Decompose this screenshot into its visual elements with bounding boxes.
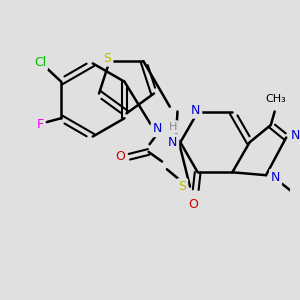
Text: N: N: [153, 122, 162, 135]
Text: F: F: [36, 118, 43, 130]
Text: N: N: [168, 136, 177, 149]
Text: S: S: [103, 52, 112, 65]
Text: CH₃: CH₃: [265, 94, 286, 104]
Text: N: N: [271, 171, 280, 184]
Text: N: N: [291, 129, 300, 142]
Text: N: N: [191, 104, 200, 117]
Text: Cl: Cl: [34, 56, 46, 69]
Text: H: H: [169, 122, 177, 132]
Text: S: S: [178, 180, 186, 193]
Text: O: O: [188, 198, 198, 211]
Text: O: O: [115, 150, 125, 163]
